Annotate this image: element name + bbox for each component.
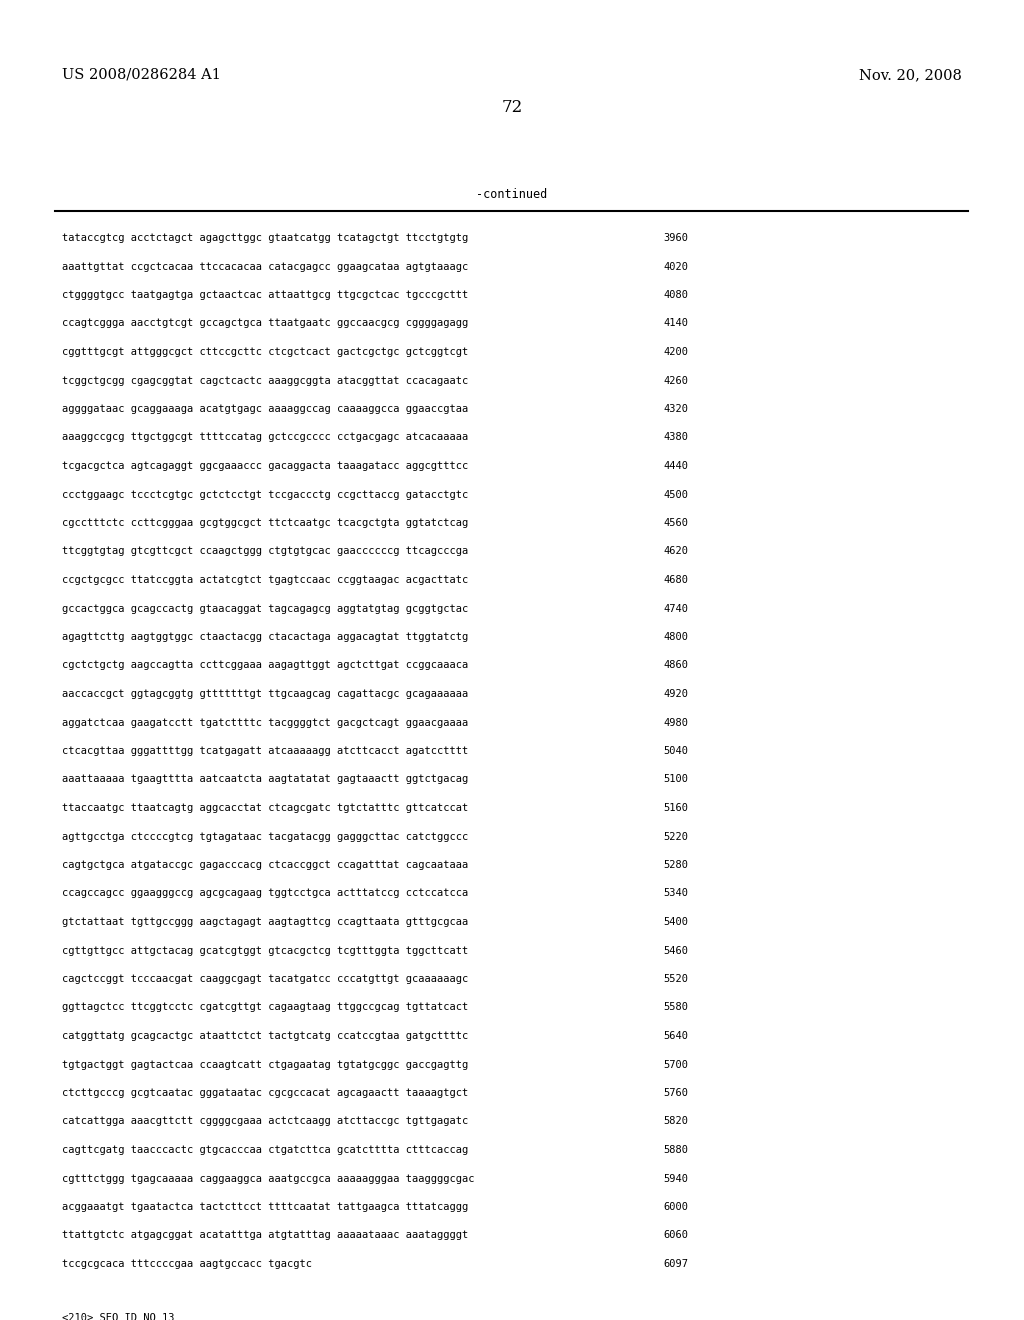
Text: cgttgttgcc attgctacag gcatcgtggt gtcacgctcg tcgtttggta tggcttcatt: cgttgttgcc attgctacag gcatcgtggt gtcacgc…	[62, 945, 468, 956]
Text: Nov. 20, 2008: Nov. 20, 2008	[859, 69, 962, 82]
Text: cgctctgctg aagccagtta ccttcggaaa aagagttggt agctcttgat ccggcaaaca: cgctctgctg aagccagtta ccttcggaaa aagagtt…	[62, 660, 468, 671]
Text: ctcttgcccg gcgtcaatac gggataatac cgcgccacat agcagaactt taaaagtgct: ctcttgcccg gcgtcaatac gggataatac cgcgcca…	[62, 1088, 468, 1098]
Text: 5220: 5220	[663, 832, 688, 842]
Text: 5880: 5880	[663, 1144, 688, 1155]
Text: ggttagctcc ttcggtcctc cgatcgttgt cagaagtaag ttggccgcag tgttatcact: ggttagctcc ttcggtcctc cgatcgttgt cagaagt…	[62, 1002, 468, 1012]
Text: -continued: -continued	[476, 189, 548, 202]
Text: 4200: 4200	[663, 347, 688, 356]
Text: cagctccggt tcccaacgat caaggcgagt tacatgatcc cccatgttgt gcaaaaaagc: cagctccggt tcccaacgat caaggcgagt tacatga…	[62, 974, 468, 983]
Text: ctcacgttaa gggattttgg tcatgagatt atcaaaaagg atcttcacct agatcctttt: ctcacgttaa gggattttgg tcatgagatt atcaaaa…	[62, 746, 468, 756]
Text: ttattgtctc atgagcggat acatatttga atgtatttag aaaaataaac aaataggggt: ttattgtctc atgagcggat acatatttga atgtatt…	[62, 1230, 468, 1241]
Text: cggtttgcgt attgggcgct cttccgcttc ctcgctcact gactcgctgc gctcggtcgt: cggtttgcgt attgggcgct cttccgcttc ctcgctc…	[62, 347, 468, 356]
Text: aaattaaaaa tgaagtttta aatcaatcta aagtatatat gagtaaactt ggtctgacag: aaattaaaaa tgaagtttta aatcaatcta aagtata…	[62, 775, 468, 784]
Text: 4620: 4620	[663, 546, 688, 557]
Text: 4080: 4080	[663, 290, 688, 300]
Text: ccctggaagc tccctcgtgc gctctcctgt tccgaccctg ccgcttaccg gatacctgtc: ccctggaagc tccctcgtgc gctctcctgt tccgacc…	[62, 490, 468, 499]
Text: 5340: 5340	[663, 888, 688, 899]
Text: 4920: 4920	[663, 689, 688, 700]
Text: 5760: 5760	[663, 1088, 688, 1098]
Text: US 2008/0286284 A1: US 2008/0286284 A1	[62, 69, 221, 82]
Text: 5820: 5820	[663, 1117, 688, 1126]
Text: 4680: 4680	[663, 576, 688, 585]
Text: tcggctgcgg cgagcggtat cagctcactc aaaggcggta atacggttat ccacagaatc: tcggctgcgg cgagcggtat cagctcactc aaaggcg…	[62, 375, 468, 385]
Text: cgtttctggg tgagcaaaaa caggaaggca aaatgccgca aaaaagggaa taaggggcgac: cgtttctggg tgagcaaaaa caggaaggca aaatgcc…	[62, 1173, 474, 1184]
Text: 4020: 4020	[663, 261, 688, 272]
Text: ccagtcggga aacctgtcgt gccagctgca ttaatgaatc ggccaacgcg cggggagagg: ccagtcggga aacctgtcgt gccagctgca ttaatga…	[62, 318, 468, 329]
Text: ccagccagcc ggaagggccg agcgcagaag tggtcctgca actttatccg cctccatcca: ccagccagcc ggaagggccg agcgcagaag tggtcct…	[62, 888, 468, 899]
Text: 5400: 5400	[663, 917, 688, 927]
Text: tcgacgctca agtcagaggt ggcgaaaccc gacaggacta taaagatacc aggcgtttcc: tcgacgctca agtcagaggt ggcgaaaccc gacagga…	[62, 461, 468, 471]
Text: aggggataaс gcaggaaaga acatgtgagc aaaaggccag caaaaggcca ggaaccgtaa: aggggataaс gcaggaaaga acatgtgagc aaaaggc…	[62, 404, 468, 414]
Text: ttaccaatgc ttaatcagtg aggcacctat ctcagcgatc tgtctatttc gttcatccat: ttaccaatgc ttaatcagtg aggcacctat ctcagcg…	[62, 803, 468, 813]
Text: 4980: 4980	[663, 718, 688, 727]
Text: cagtgctgca atgataccgc gagacccacg ctcaccggct ccagatttat cagcaataaa: cagtgctgca atgataccgc gagacccacg ctcaccg…	[62, 861, 468, 870]
Text: tgtgactggt gagtactcaa ccaagtcatt ctgagaatag tgtatgcggc gaccgagttg: tgtgactggt gagtactcaa ccaagtcatt ctgagaa…	[62, 1060, 468, 1069]
Text: agttgcctga ctccccgtcg tgtagataac tacgatacgg gagggcttac catctggccc: agttgcctga ctccccgtcg tgtagataac tacgata…	[62, 832, 468, 842]
Text: <210> SEQ ID NO 13: <210> SEQ ID NO 13	[62, 1312, 174, 1320]
Text: 3960: 3960	[663, 234, 688, 243]
Text: 4500: 4500	[663, 490, 688, 499]
Text: 5940: 5940	[663, 1173, 688, 1184]
Text: 5160: 5160	[663, 803, 688, 813]
Text: cagttcgatg taacccactc gtgcacccaa ctgatcttca gcatctttta ctttcaccag: cagttcgatg taacccactc gtgcacccaa ctgatct…	[62, 1144, 468, 1155]
Text: 4800: 4800	[663, 632, 688, 642]
Text: 4140: 4140	[663, 318, 688, 329]
Text: cgcctttctc ccttcgggaa gcgtggcgct ttctcaatgc tcacgctgta ggtatctcag: cgcctttctc ccttcgggaa gcgtggcgct ttctcaa…	[62, 517, 468, 528]
Text: tccgcgcaca tttccccgaa aagtgccacc tgacgtc: tccgcgcaca tttccccgaa aagtgccacc tgacgtc	[62, 1259, 312, 1269]
Text: 5460: 5460	[663, 945, 688, 956]
Text: 6097: 6097	[663, 1259, 688, 1269]
Text: ctggggtgcc taatgagtga gctaactcac attaattgcg ttgcgctcac tgcccgcttt: ctggggtgcc taatgagtga gctaactcac attaatt…	[62, 290, 468, 300]
Text: 4320: 4320	[663, 404, 688, 414]
Text: agagttcttg aagtggtggc ctaactacgg ctacactaga aggacagtat ttggtatctg: agagttcttg aagtggtggc ctaactacgg ctacact…	[62, 632, 468, 642]
Text: 5640: 5640	[663, 1031, 688, 1041]
Text: 4560: 4560	[663, 517, 688, 528]
Text: 4260: 4260	[663, 375, 688, 385]
Text: 5580: 5580	[663, 1002, 688, 1012]
Text: aggatctcaa gaagatcctt tgatcttttc tacggggtct gacgctcagt ggaacgaaaa: aggatctcaa gaagatcctt tgatcttttc tacgggg…	[62, 718, 468, 727]
Text: aaattgttat ccgctcacaa ttccacacaa catacgagcc ggaagcataa agtgtaaagc: aaattgttat ccgctcacaa ttccacacaa catacga…	[62, 261, 468, 272]
Text: 5520: 5520	[663, 974, 688, 983]
Text: ttcggtgtag gtcgttcgct ccaagctggg ctgtgtgcac gaaccccccg ttcagcccga: ttcggtgtag gtcgttcgct ccaagctggg ctgtgtg…	[62, 546, 468, 557]
Text: aaaggccgcg ttgctggcgt ttttccatag gctccgcccc cctgacgagc atcacaaaaa: aaaggccgcg ttgctggcgt ttttccatag gctccgc…	[62, 433, 468, 442]
Text: 5700: 5700	[663, 1060, 688, 1069]
Text: 4380: 4380	[663, 433, 688, 442]
Text: 5040: 5040	[663, 746, 688, 756]
Text: gtctattaat tgttgccggg aagctagagt aagtagttcg ccagttaata gtttgcgcaa: gtctattaat tgttgccggg aagctagagt aagtagt…	[62, 917, 468, 927]
Text: 5280: 5280	[663, 861, 688, 870]
Text: 4440: 4440	[663, 461, 688, 471]
Text: tataccgtcg acctctagct agagcttggc gtaatcatgg tcatagctgt ttcctgtgtg: tataccgtcg acctctagct agagcttggc gtaatca…	[62, 234, 468, 243]
Text: catcattgga aaacgttctt cggggcgaaa actctcaagg atcttaccgc tgttgagatc: catcattgga aaacgttctt cggggcgaaa actctca…	[62, 1117, 468, 1126]
Text: 6000: 6000	[663, 1203, 688, 1212]
Text: gccactggca gcagccactg gtaacaggat tagcagagcg aggtatgtag gcggtgctac: gccactggca gcagccactg gtaacaggat tagcaga…	[62, 603, 468, 614]
Text: aaccaccgct ggtagcggtg gtttttttgt ttgcaagcag cagattacgc gcagaaaaaa: aaccaccgct ggtagcggtg gtttttttgt ttgcaag…	[62, 689, 468, 700]
Text: acggaaatgt tgaatactca tactcttcct ttttcaatat tattgaagca tttatcaggg: acggaaatgt tgaatactca tactcttcct ttttcaa…	[62, 1203, 468, 1212]
Text: 4740: 4740	[663, 603, 688, 614]
Text: 6060: 6060	[663, 1230, 688, 1241]
Text: 72: 72	[502, 99, 522, 116]
Text: catggttatg gcagcactgc ataattctct tactgtcatg ccatccgtaa gatgcttttc: catggttatg gcagcactgc ataattctct tactgtc…	[62, 1031, 468, 1041]
Text: 5100: 5100	[663, 775, 688, 784]
Text: ccgctgcgcc ttatccggta actatcgtct tgagtccaac ccggtaagac acgacttatc: ccgctgcgcc ttatccggta actatcgtct tgagtcc…	[62, 576, 468, 585]
Text: 4860: 4860	[663, 660, 688, 671]
